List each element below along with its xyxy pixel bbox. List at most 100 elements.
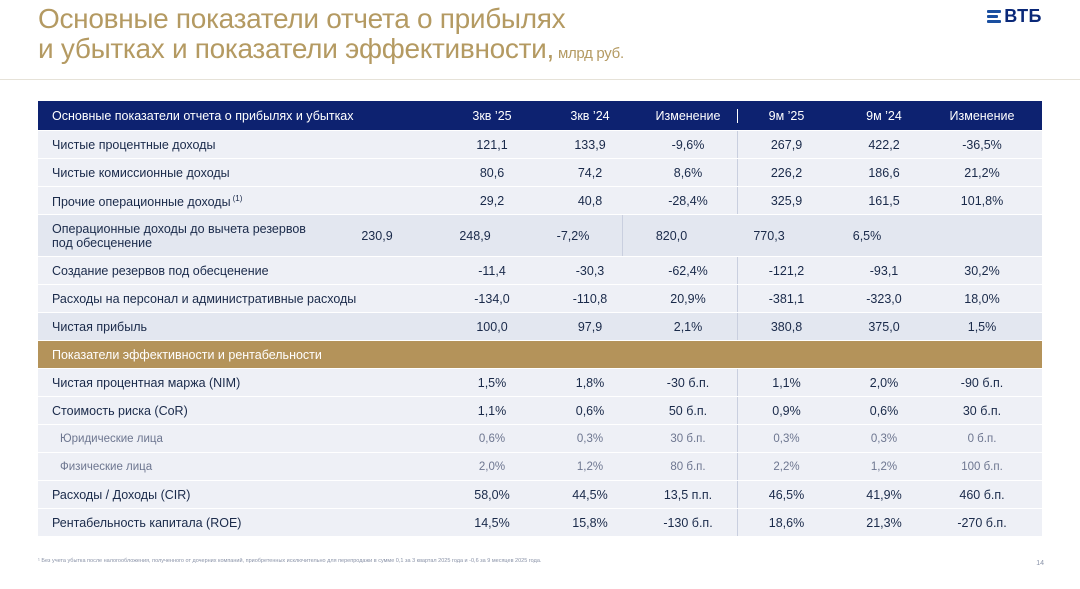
- table-row: Чистые комиссионные доходы 80,6 74,2 8,6…: [38, 159, 1042, 187]
- row-label: Расходы / Доходы (CIR): [52, 487, 191, 502]
- table-row: Физические лица 2,0% 1,2% 80 б.п. 2,2% 1…: [38, 453, 1042, 481]
- table-row: Юридические лица 0,6% 0,3% 30 б.п. 0,3% …: [38, 425, 1042, 453]
- footnote: ¹ Без учета убытка после налогообложения…: [38, 558, 542, 564]
- title-line-2: и убытках и показатели эффективности, млр…: [38, 34, 938, 69]
- table-cell: 1,2%: [870, 460, 898, 473]
- table-cell: 422,2: [868, 137, 900, 152]
- table-cell: 58,0%: [474, 487, 510, 502]
- table-header-row: Основные показатели отчета о прибылях и …: [38, 101, 1042, 131]
- table-row: Чистые процентные доходы 121,1 133,9 -9,…: [38, 131, 1042, 159]
- table-row: Стоимость риска (CoR) 1,1% 0,6% 50 б.п. …: [38, 397, 1042, 425]
- table-cell: 1,5%: [967, 319, 997, 334]
- table-cell: 21,2%: [964, 165, 1000, 180]
- row-label: Прочие операционные доходы (1): [38, 192, 443, 209]
- table-cell: 230,9: [361, 228, 393, 243]
- column-header: 3кв ’24: [570, 108, 610, 123]
- row-label: Чистая прибыль: [52, 319, 147, 334]
- table-row: Чистая прибыль 100,0 97,9 2,1% 380,8 375…: [38, 313, 1042, 341]
- row-label: Чистые комиссионные доходы: [52, 165, 230, 180]
- table-row: Расходы на персонал и административные р…: [38, 285, 1042, 313]
- footnote-marker: (1): [232, 193, 243, 203]
- column-header: Изменение: [949, 108, 1015, 123]
- table-cell: 13,5 п.п.: [663, 487, 713, 502]
- section-header-row: Показатели эффективности и рентабельност…: [38, 341, 1042, 369]
- table-cell: 97,9: [577, 319, 603, 334]
- row-label: Расходы на персонал и административные р…: [52, 291, 357, 306]
- table-cell: 820,0: [622, 215, 720, 256]
- table-cell: 226,2: [737, 159, 835, 186]
- table-cell: -130 б.п.: [663, 515, 713, 530]
- row-label: Чистая процентная маржа (NIM): [52, 375, 241, 390]
- table-cell: 1,1%: [477, 403, 507, 418]
- table-cell: 80,6: [479, 165, 505, 180]
- row-label-text: Прочие операционные доходы: [52, 195, 231, 210]
- vtb-logo: ВТБ: [987, 6, 1042, 27]
- logo-text: ВТБ: [1004, 6, 1042, 26]
- table-cell: 375,0: [868, 319, 900, 334]
- table-cell: 18,6%: [737, 509, 835, 536]
- table-cell: 14,5%: [474, 515, 510, 530]
- table-cell: -381,1: [737, 285, 835, 312]
- table-row: Создание резервов под обесценение -11,4 …: [38, 257, 1042, 285]
- table-cell: 74,2: [577, 165, 603, 180]
- row-label: Операционные доходы до вычета резервов п…: [52, 221, 306, 250]
- table-cell: 1,8%: [575, 375, 605, 390]
- table-cell: -11,4: [478, 263, 506, 278]
- table-cell: 2,1%: [673, 319, 703, 334]
- table-cell: -9,6%: [671, 137, 705, 152]
- table-cell: -30 б.п.: [666, 375, 710, 390]
- header-divider: [0, 79, 1080, 80]
- table-cell: -62,4%: [668, 263, 708, 278]
- column-header: Основные показатели отчета о прибылях и …: [52, 108, 354, 123]
- table-cell: 380,8: [737, 313, 835, 340]
- table-cell: 18,0%: [964, 291, 1000, 306]
- table-cell: 2,0%: [869, 375, 899, 390]
- column-header: Изменение: [655, 108, 721, 123]
- table-cell: -323,0: [866, 291, 902, 306]
- table-cell: 30,2%: [964, 263, 1000, 278]
- table-cell: 2,0%: [478, 460, 506, 473]
- page-title: Основные показатели отчета о прибылях и …: [38, 4, 938, 69]
- table-cell: -7,2%: [556, 228, 590, 243]
- title-line-2-text: и убытках и показатели эффективности,: [38, 33, 554, 64]
- table-cell: 770,3: [753, 228, 785, 243]
- row-label: Стоимость риска (CoR): [52, 403, 188, 418]
- table-cell: 0,3%: [576, 432, 604, 445]
- column-header: 9м ’24: [866, 108, 902, 123]
- table-cell: 121,1: [476, 137, 508, 152]
- table-cell: 2,2%: [737, 453, 835, 480]
- table-cell: 80 б.п.: [670, 460, 706, 473]
- vtb-logo-icon: [987, 10, 1002, 23]
- table-cell: -134,0: [474, 291, 510, 306]
- financial-table: Основные показатели отчета о прибылях и …: [38, 101, 1042, 537]
- table-cell: 1,5%: [477, 375, 507, 390]
- table-cell: 460 б.п.: [959, 487, 1005, 502]
- table-cell: 30 б.п.: [962, 403, 1002, 418]
- table-cell: 29,2: [479, 193, 505, 208]
- table-cell: -90 б.п.: [960, 375, 1004, 390]
- table-cell: 0,6%: [478, 432, 506, 445]
- table-cell: 30 б.п.: [670, 432, 706, 445]
- table-cell: 0,6%: [575, 403, 605, 418]
- table-cell: 6,5%: [852, 228, 882, 243]
- row-label: Юридические лица: [60, 432, 163, 445]
- table-cell: 0,6%: [869, 403, 899, 418]
- table-cell: 0,3%: [870, 432, 898, 445]
- table-cell: 267,9: [737, 131, 835, 158]
- table-cell: 41,9%: [866, 487, 902, 502]
- row-label: Рентабельность капитала (ROE): [52, 515, 242, 530]
- table-cell: 40,8: [577, 193, 603, 208]
- table-row: Прочие операционные доходы (1) 29,2 40,8 …: [38, 187, 1042, 215]
- row-label: Создание резервов под обесценение: [52, 263, 269, 278]
- table-cell: 0 б.п.: [967, 432, 997, 445]
- column-header: 3кв ’25: [472, 108, 512, 123]
- table-cell: -110,8: [572, 291, 608, 306]
- table-cell: 101,8%: [960, 193, 1004, 208]
- table-cell: 100,0: [476, 319, 508, 334]
- table-cell: 20,9%: [670, 291, 706, 306]
- section-title: Показатели эффективности и рентабельност…: [52, 347, 322, 362]
- table-cell: -93,1: [869, 263, 899, 278]
- table-cell: -270 б.п.: [957, 515, 1007, 530]
- table-cell: 133,9: [574, 137, 606, 152]
- table-cell: -36,5%: [962, 137, 1002, 152]
